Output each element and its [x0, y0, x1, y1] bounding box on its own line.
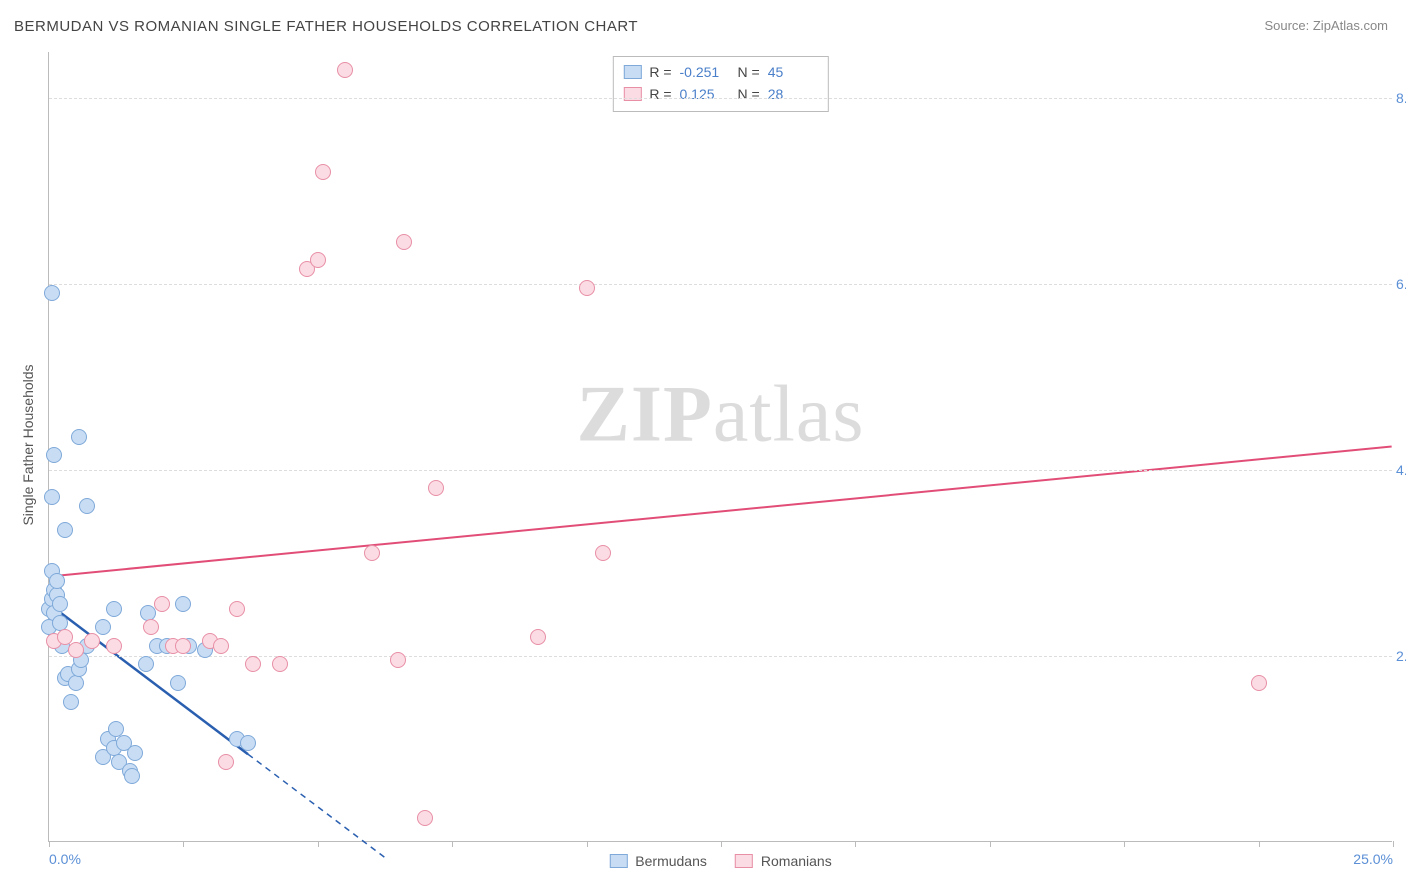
x-tick	[721, 841, 722, 847]
gridline	[49, 98, 1392, 99]
data-point	[68, 675, 84, 691]
y-axis-label: Single Father Households	[20, 364, 36, 525]
data-point	[46, 447, 62, 463]
stats-legend-row: R = -0.251 N = 45	[623, 61, 817, 83]
data-point	[95, 619, 111, 635]
data-point	[154, 596, 170, 612]
data-point	[579, 280, 595, 296]
x-tick	[49, 841, 50, 847]
data-point	[396, 234, 412, 250]
data-point	[213, 638, 229, 654]
legend-swatch	[735, 854, 753, 868]
x-tick	[1259, 841, 1260, 847]
y-tick-label: 6.0%	[1396, 276, 1406, 292]
data-point	[68, 642, 84, 658]
r-value: 0.125	[680, 83, 730, 105]
data-point	[175, 596, 191, 612]
data-point	[315, 164, 331, 180]
n-label: N =	[738, 83, 760, 105]
r-label: R =	[649, 83, 671, 105]
data-point	[84, 633, 100, 649]
data-point	[417, 810, 433, 826]
legend-swatch	[623, 65, 641, 79]
x-tick-label: 25.0%	[1353, 851, 1393, 867]
data-point	[595, 545, 611, 561]
data-point	[337, 62, 353, 78]
data-point	[49, 573, 65, 589]
y-tick-label: 4.0%	[1396, 462, 1406, 478]
data-point	[310, 252, 326, 268]
data-point	[175, 638, 191, 654]
data-point	[63, 694, 79, 710]
data-point	[71, 429, 87, 445]
series-legend-item: Bermudans	[609, 853, 707, 869]
n-label: N =	[738, 61, 760, 83]
data-point	[245, 656, 261, 672]
series-legend-item: Romanians	[735, 853, 832, 869]
stats-legend-row: R = 0.125 N = 28	[623, 83, 817, 105]
data-point	[57, 522, 73, 538]
data-point	[79, 498, 95, 514]
x-tick	[1124, 841, 1125, 847]
data-point	[143, 619, 159, 635]
data-point	[229, 601, 245, 617]
x-tick	[452, 841, 453, 847]
r-value: -0.251	[680, 61, 730, 83]
data-point	[428, 480, 444, 496]
plot-area: ZIPatlas R =-0.251N =45R =0.125N =28 Ber…	[48, 52, 1392, 842]
data-point	[52, 596, 68, 612]
x-tick	[587, 841, 588, 847]
legend-swatch	[609, 854, 627, 868]
chart-title: BERMUDAN VS ROMANIAN SINGLE FATHER HOUSE…	[14, 18, 638, 35]
chart-svg	[49, 52, 1392, 841]
data-point	[124, 768, 140, 784]
y-tick-label: 8.0%	[1396, 90, 1406, 106]
x-tick	[855, 841, 856, 847]
data-point	[106, 601, 122, 617]
data-point	[390, 652, 406, 668]
y-tick-label: 2.0%	[1396, 648, 1406, 664]
data-point	[170, 675, 186, 691]
x-tick	[1393, 841, 1394, 847]
data-point	[240, 735, 256, 751]
gridline	[49, 284, 1392, 285]
data-point	[57, 629, 73, 645]
data-point	[44, 285, 60, 301]
series-legend-label: Bermudans	[635, 853, 707, 869]
series-legend: Bermudans Romanians	[609, 853, 831, 869]
x-tick-label: 0.0%	[49, 851, 81, 867]
trend-line	[49, 447, 1391, 577]
x-tick	[318, 841, 319, 847]
gridline	[49, 470, 1392, 471]
data-point	[530, 629, 546, 645]
data-point	[44, 489, 60, 505]
series-legend-label: Romanians	[761, 853, 832, 869]
source-attribution: Source: ZipAtlas.com	[1264, 18, 1388, 33]
n-value: 45	[768, 61, 818, 83]
n-value: 28	[768, 83, 818, 105]
data-point	[218, 754, 234, 770]
x-tick	[183, 841, 184, 847]
stats-legend: R = -0.251 N = 45 R = 0.125 N = 28	[612, 56, 828, 112]
data-point	[106, 638, 122, 654]
x-tick	[990, 841, 991, 847]
data-point	[138, 656, 154, 672]
data-point	[272, 656, 288, 672]
data-point	[127, 745, 143, 761]
data-point	[364, 545, 380, 561]
data-point	[1251, 675, 1267, 691]
r-label: R =	[649, 61, 671, 83]
